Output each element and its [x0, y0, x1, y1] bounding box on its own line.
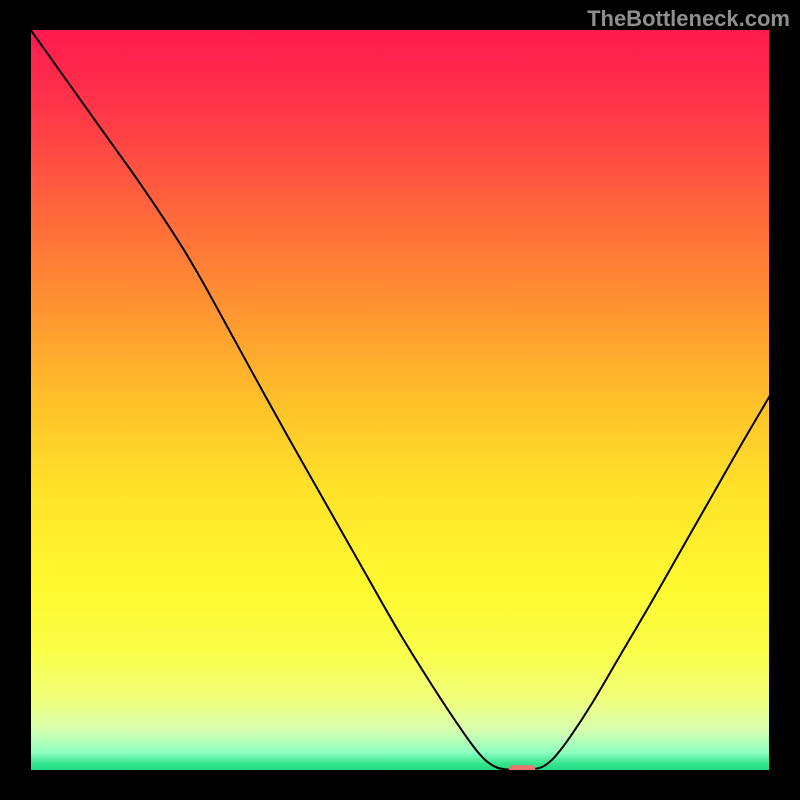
bottleneck-chart	[30, 29, 770, 771]
chart-background	[30, 29, 770, 771]
chart-svg	[30, 29, 770, 771]
watermark-label: TheBottleneck.com	[587, 6, 790, 32]
